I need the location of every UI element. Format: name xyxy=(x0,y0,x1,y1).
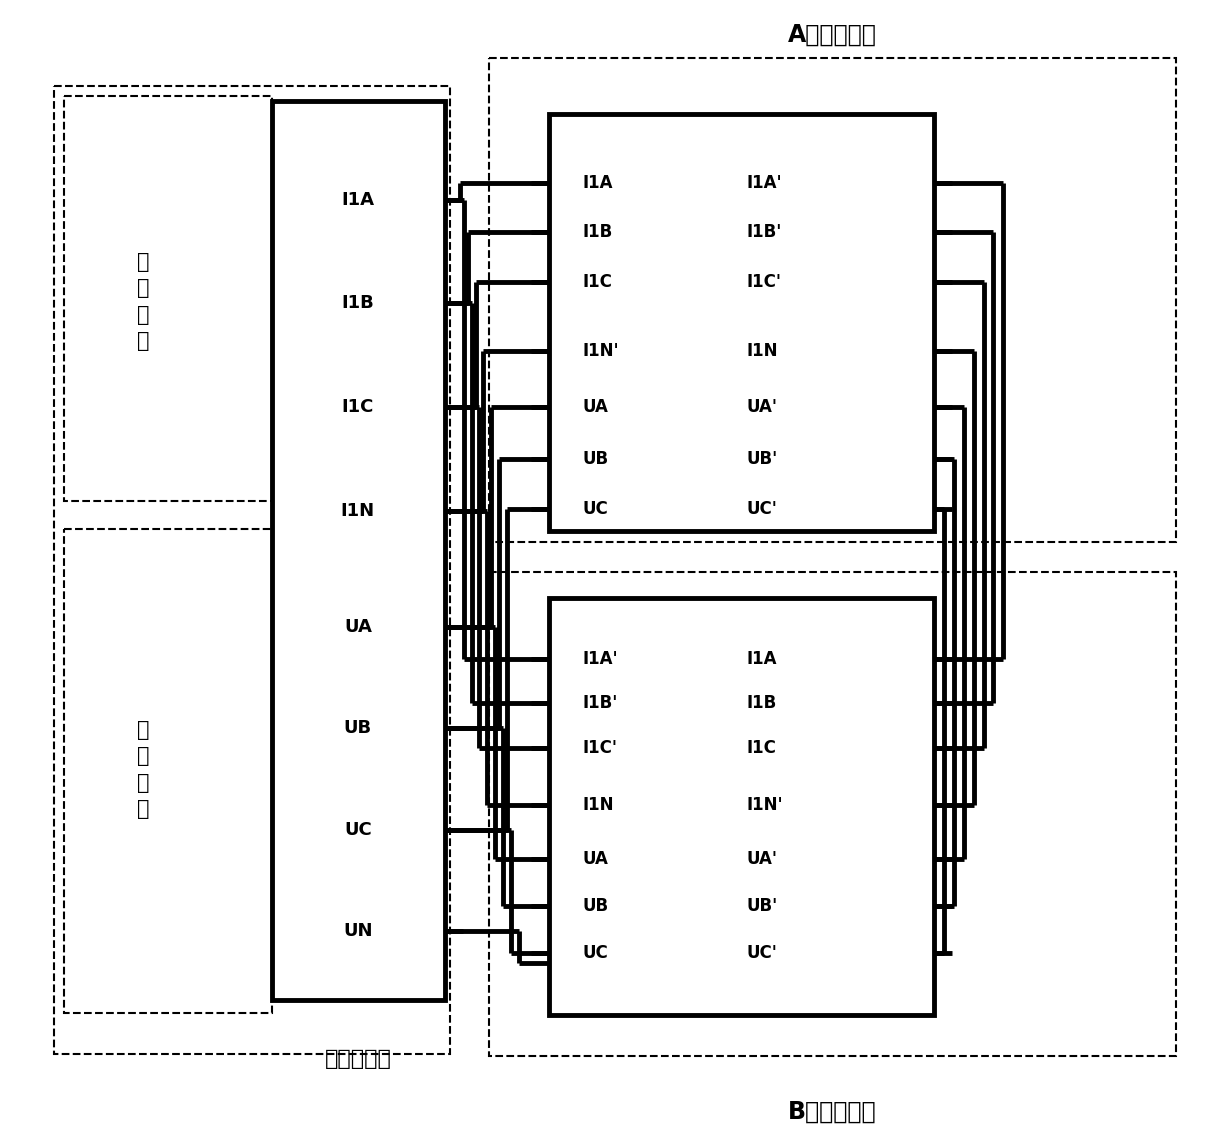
Text: I1B: I1B xyxy=(582,224,613,241)
Text: UB': UB' xyxy=(746,897,777,915)
Text: UC: UC xyxy=(582,944,608,962)
Text: I1N': I1N' xyxy=(746,796,784,814)
Text: I1B': I1B' xyxy=(582,694,618,712)
Text: I1A: I1A xyxy=(746,650,777,668)
Text: I1A: I1A xyxy=(582,174,613,192)
Text: B屏保护装置: B屏保护装置 xyxy=(788,1100,877,1123)
Text: I1C': I1C' xyxy=(582,739,618,757)
Bar xyxy=(272,101,444,1000)
Text: I1C: I1C xyxy=(342,398,374,416)
Bar xyxy=(489,572,1176,1056)
Text: I1C: I1C xyxy=(582,273,612,290)
Text: UB: UB xyxy=(582,451,608,468)
Text: I1C: I1C xyxy=(746,739,776,757)
Text: UA': UA' xyxy=(746,850,777,867)
Text: I1B: I1B xyxy=(342,295,374,312)
Text: 试验保护仪: 试验保护仪 xyxy=(325,1050,391,1069)
Text: 电
流
回
路: 电 流 回 路 xyxy=(137,251,150,351)
Text: UC': UC' xyxy=(746,944,777,962)
Text: UC: UC xyxy=(582,500,608,517)
Text: I1C': I1C' xyxy=(746,273,781,290)
Text: UC': UC' xyxy=(746,500,777,517)
Bar xyxy=(64,96,272,501)
Text: I1N: I1N xyxy=(340,501,375,520)
Text: 电
压
回
路: 电 压 回 路 xyxy=(137,720,150,819)
Text: UA: UA xyxy=(344,618,372,637)
Text: UB: UB xyxy=(344,719,372,738)
Bar xyxy=(549,598,934,1015)
Text: I1N': I1N' xyxy=(582,342,619,360)
Text: I1A: I1A xyxy=(342,190,374,209)
Text: UB: UB xyxy=(582,897,608,915)
Bar xyxy=(489,58,1176,543)
Text: I1N: I1N xyxy=(746,342,777,360)
Bar xyxy=(549,114,934,531)
Bar xyxy=(54,86,449,1054)
Text: UB': UB' xyxy=(746,451,777,468)
Text: UN: UN xyxy=(343,922,373,939)
Bar xyxy=(64,529,272,1013)
Text: UA': UA' xyxy=(746,398,777,416)
Text: I1A': I1A' xyxy=(582,650,618,668)
Text: UA: UA xyxy=(582,398,608,416)
Text: I1N: I1N xyxy=(582,796,614,814)
Text: UA: UA xyxy=(582,850,608,867)
Text: I1A': I1A' xyxy=(746,174,782,192)
Text: A屏保护装置: A屏保护装置 xyxy=(788,23,877,47)
Text: I1B': I1B' xyxy=(746,224,782,241)
Text: UC: UC xyxy=(344,821,372,838)
Text: I1B: I1B xyxy=(746,694,776,712)
